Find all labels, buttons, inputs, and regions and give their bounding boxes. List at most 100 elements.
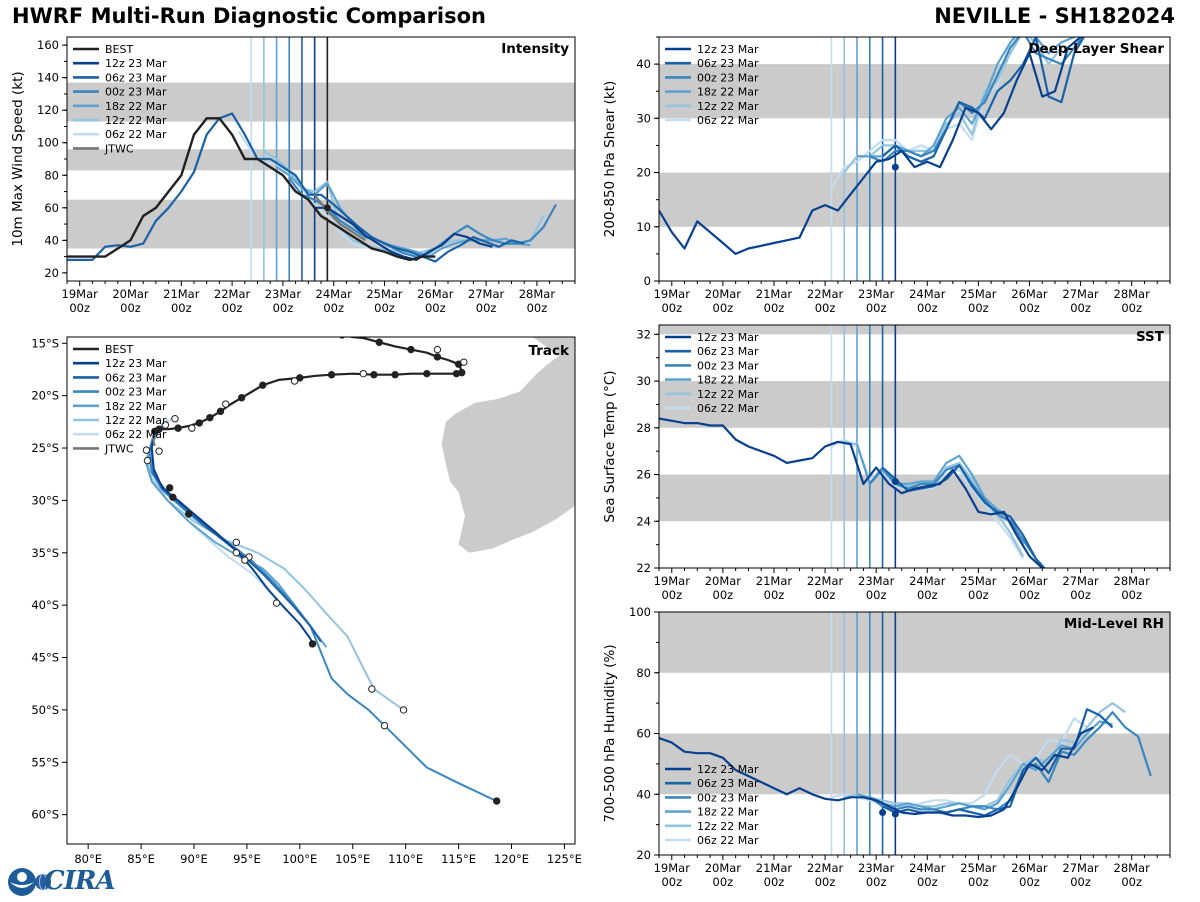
y-tick-label: 35°S xyxy=(31,546,59,560)
band xyxy=(659,64,1170,119)
legend-label: 12z 22 Mar xyxy=(697,100,759,113)
x-tick-label-date: 23Mar xyxy=(858,861,895,875)
best-track-point xyxy=(433,353,442,361)
series-line-18z-22-mar xyxy=(855,443,1025,546)
track-line-00z-23-mar xyxy=(148,429,498,803)
x-tick-label-hour: 00z xyxy=(968,588,989,602)
legend-label: 12z 22 Mar xyxy=(697,388,759,401)
chart-title: Track xyxy=(529,343,570,359)
forecast-point-open xyxy=(232,538,241,547)
y-tick-label: 160 xyxy=(37,38,59,52)
y-tick-label: 40 xyxy=(636,57,651,71)
band xyxy=(659,325,1170,335)
data-point xyxy=(323,204,331,212)
x-tick-label-hour: 00z xyxy=(1070,875,1091,889)
x-tick-label: 100°E xyxy=(282,852,317,866)
y-tick-label: 45°S xyxy=(31,651,59,665)
series-line-12z-22-mar xyxy=(843,37,1063,174)
legend-label: 06z 23 Mar xyxy=(697,57,759,70)
forecast-point-open xyxy=(368,685,376,693)
x-tick-label-hour: 00z xyxy=(120,301,141,315)
best-track-point-open xyxy=(359,369,368,378)
x-tick-label-date: 24Mar xyxy=(909,287,946,301)
data-point xyxy=(891,810,899,818)
legend-label: 06z 23 Mar xyxy=(697,777,759,790)
x-tick-label-hour: 00z xyxy=(866,875,887,889)
cira-logo: CIRA xyxy=(4,866,116,898)
best-track-point-open xyxy=(433,345,442,354)
legend-label: 12z 23 Mar xyxy=(697,763,759,776)
forecast-point-open xyxy=(399,706,408,714)
x-tick-label-date: 27Mar xyxy=(1062,861,1099,875)
x-tick-label-hour: 00z xyxy=(222,301,243,315)
best-track-point xyxy=(423,369,431,378)
x-tick-label-hour: 00z xyxy=(69,301,90,315)
x-tick-label-date: 23Mar xyxy=(858,574,895,588)
legend-label: 12z 22 Mar xyxy=(105,414,167,427)
series-line-18z-22-mar xyxy=(275,166,531,258)
plot-area xyxy=(67,37,575,281)
y-tick-label: 100 xyxy=(37,136,59,150)
x-tick-label-hour: 00z xyxy=(713,588,734,602)
best-track-point xyxy=(296,374,304,382)
best-track-point xyxy=(452,369,461,378)
best-track-point-open xyxy=(290,377,299,385)
legend-label: 06z 22 Mar xyxy=(697,402,759,415)
track-line-12z-23-mar xyxy=(150,431,314,645)
x-tick-label-date: 26Mar xyxy=(1011,861,1048,875)
y-tick-label: 40 xyxy=(636,787,651,801)
x-tick-label-date: 24Mar xyxy=(909,574,946,588)
y-tick-label: 25°S xyxy=(31,441,59,455)
x-tick-label-date: 20Mar xyxy=(705,287,742,301)
x-tick-label-hour: 00z xyxy=(527,301,548,315)
y-tick-label: 20 xyxy=(44,266,59,280)
plot-area xyxy=(142,337,575,805)
legend-label: BEST xyxy=(105,43,133,56)
band xyxy=(659,172,1170,227)
series-line-12z-23-mar xyxy=(314,206,493,261)
y-axis-label: 10m Max Wind Speed (kt) xyxy=(10,71,26,246)
x-tick-label-hour: 00z xyxy=(661,875,682,889)
forecast-point-open xyxy=(155,447,163,455)
x-tick-label-hour: 00z xyxy=(917,875,938,889)
x-tick-label-date: 20Mar xyxy=(705,861,742,875)
track-line-best xyxy=(154,337,463,433)
forecast-end-point xyxy=(492,797,501,805)
band xyxy=(659,612,1170,673)
x-tick-label-date: 28Mar xyxy=(1114,861,1151,875)
x-tick-label: 105°E xyxy=(335,852,370,866)
x-tick-label-hour: 00z xyxy=(968,875,989,889)
y-tick-label: 60 xyxy=(636,727,651,741)
best-track-point xyxy=(195,419,203,427)
forecast-point xyxy=(308,640,317,648)
chart-title: Mid-Level RH xyxy=(1064,616,1164,632)
y-tick-label: 50°S xyxy=(31,703,59,717)
y-tick-label: 60 xyxy=(44,201,59,215)
forecast-point-open xyxy=(241,556,249,564)
y-tick-label: 22 xyxy=(636,561,651,575)
best-track-point xyxy=(174,424,182,432)
series-line-06z-23-mar xyxy=(881,37,1086,163)
forecast-point-open xyxy=(380,721,389,730)
x-tick-label-hour: 00z xyxy=(425,301,446,315)
x-tick-label-hour: 00z xyxy=(764,875,785,889)
x-tick-label-date: 28Mar xyxy=(1114,574,1151,588)
x-tick-label-date: 26Mar xyxy=(1011,574,1048,588)
legend-label: BEST xyxy=(105,343,133,356)
legend-label: 00z 23 Mar xyxy=(105,386,167,399)
legend-label: 12z 23 Mar xyxy=(105,357,167,370)
forecast-point xyxy=(185,510,193,518)
series-line-12z-23-mar xyxy=(659,417,1045,568)
forecast-point-open xyxy=(272,599,281,607)
y-tick-label: 20°S xyxy=(31,389,59,403)
x-tick-label-hour: 00z xyxy=(1019,875,1040,889)
x-tick-label-date: 22Mar xyxy=(807,574,844,588)
x-tick-label-date: 27Mar xyxy=(1062,287,1099,301)
x-tick-label-hour: 00z xyxy=(815,588,836,602)
legend-label: 18z 22 Mar xyxy=(105,400,167,413)
y-tick-label: 80 xyxy=(636,666,651,680)
y-axis-label: Sea Surface Temp (°C) xyxy=(602,370,618,522)
